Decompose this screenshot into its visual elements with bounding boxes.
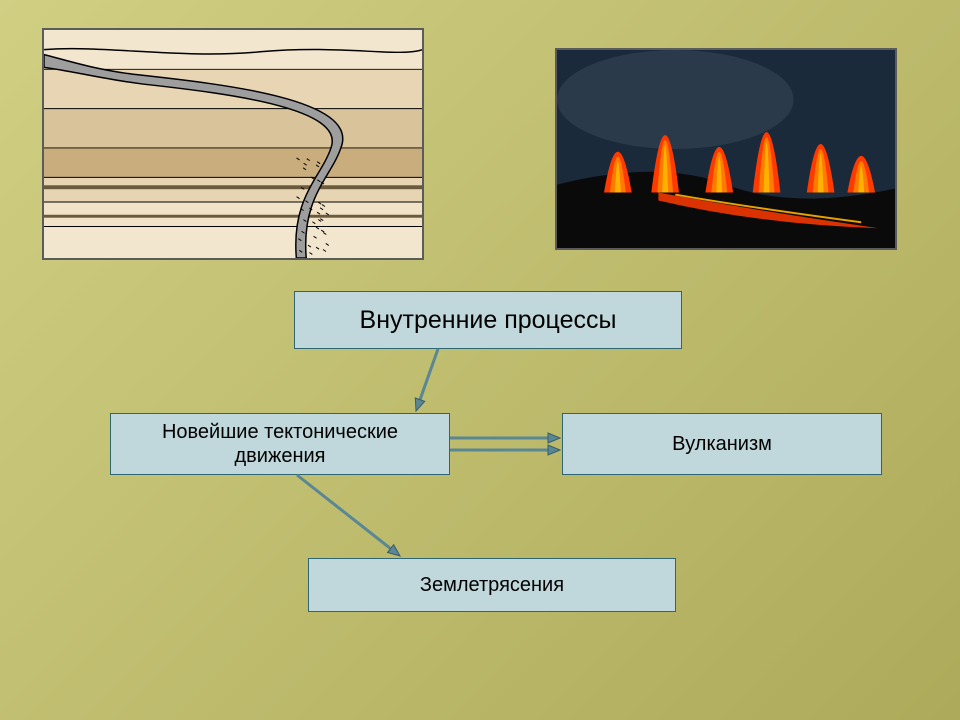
slide: Внутренние процессы Новейшие тектоническ…: [0, 0, 960, 720]
diagram-arrows: [0, 0, 960, 720]
